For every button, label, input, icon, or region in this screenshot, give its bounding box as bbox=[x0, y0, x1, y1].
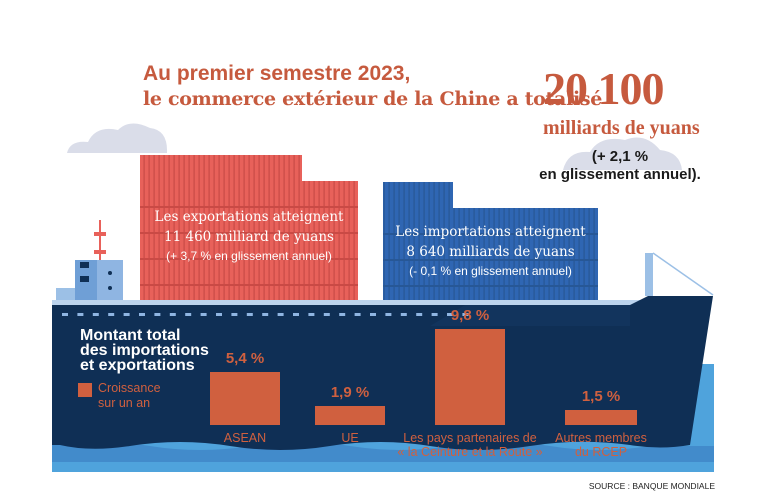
bow-mast bbox=[645, 252, 714, 296]
total-value: 20 100 bbox=[543, 63, 664, 114]
porthole bbox=[216, 313, 222, 316]
porthole bbox=[293, 313, 299, 316]
bar-category-label: ASEAN bbox=[223, 431, 267, 445]
legend-label: Croissance sur un an bbox=[98, 381, 161, 411]
porthole bbox=[231, 313, 238, 316]
hull-portholes bbox=[62, 313, 469, 316]
porthole bbox=[431, 313, 438, 316]
bar-category-label: UE bbox=[341, 431, 359, 445]
porthole bbox=[262, 313, 269, 316]
bar-value-label: 1,9 % bbox=[330, 384, 370, 402]
imports-line1: Les importations atteignent bbox=[395, 224, 586, 240]
total-unit: milliards de yuans bbox=[543, 117, 700, 139]
porthole bbox=[308, 313, 315, 316]
exports-line1: Les exportations atteignent bbox=[154, 209, 344, 225]
exports-line2: 11 460 milliard de yuans bbox=[164, 229, 334, 245]
headline-line1: Au premier semestre 2023, bbox=[143, 62, 411, 85]
porthole bbox=[354, 313, 361, 316]
imports-text: Les importations atteignent 8 640 millia… bbox=[383, 222, 598, 280]
imports-line3: (- 0,1 % en glissement annuel) bbox=[409, 264, 572, 278]
chart-title-line2: des importations bbox=[80, 342, 209, 359]
porthole bbox=[123, 313, 130, 316]
ship-bridge bbox=[56, 220, 123, 304]
total-growth: (+ 2,1 % en glissement annuel). bbox=[530, 148, 710, 184]
bar-category-label: Les pays partenaires de « la Ceinture et … bbox=[397, 431, 543, 459]
bar bbox=[315, 406, 385, 425]
deck-rail bbox=[52, 300, 642, 305]
source-note: SOURCE : BANQUE MONDIALE bbox=[588, 481, 715, 491]
legend-label-line1: Croissance bbox=[98, 381, 161, 395]
porthole bbox=[200, 313, 207, 316]
porthole bbox=[154, 313, 161, 316]
chart-title: Montant total des importations et export… bbox=[80, 327, 209, 374]
exports-text: Les exportations atteignent 11 460 milli… bbox=[140, 207, 358, 265]
porthole bbox=[385, 313, 392, 316]
porthole bbox=[462, 313, 469, 316]
cloud-left bbox=[67, 123, 168, 153]
legend-swatch bbox=[78, 383, 92, 397]
porthole bbox=[139, 313, 145, 316]
porthole bbox=[108, 313, 115, 316]
exports-line3: (+ 3,7 % en glissement annuel) bbox=[166, 249, 332, 263]
porthole bbox=[77, 313, 84, 316]
porthole bbox=[323, 313, 330, 316]
wave bbox=[52, 441, 714, 462]
porthole bbox=[339, 313, 346, 316]
bar bbox=[565, 410, 637, 425]
porthole bbox=[277, 313, 284, 316]
total-growth-line1: (+ 2,1 % bbox=[591, 148, 649, 165]
porthole bbox=[447, 313, 453, 316]
total-growth-line2: en glissement annuel). bbox=[539, 166, 701, 183]
porthole bbox=[62, 313, 68, 316]
bar-value-label: 1,5 % bbox=[581, 388, 621, 406]
porthole bbox=[92, 313, 99, 316]
porthole bbox=[400, 313, 407, 316]
porthole bbox=[185, 313, 192, 316]
headline-line2: le commerce extérieur de la Chine a tota… bbox=[143, 88, 603, 110]
import-containers bbox=[383, 182, 598, 305]
chart-title-line3: et exportations bbox=[80, 357, 195, 374]
porthole bbox=[416, 313, 423, 316]
bar-value-label: 5,4 % bbox=[225, 350, 265, 368]
porthole bbox=[169, 313, 176, 316]
cloud-right bbox=[563, 137, 682, 170]
bar-value-label: 9,8 % bbox=[450, 306, 490, 324]
bar bbox=[210, 372, 280, 425]
chart-title-line1: Montant total bbox=[80, 327, 181, 344]
legend-label-line2: sur un an bbox=[98, 396, 151, 410]
bar-category-label: Autres membres du RCEP bbox=[555, 431, 647, 459]
porthole bbox=[370, 313, 376, 316]
imports-line2: 8 640 milliards de yuans bbox=[406, 244, 575, 260]
porthole bbox=[246, 313, 253, 316]
export-containers bbox=[140, 155, 358, 305]
bar bbox=[435, 328, 505, 425]
